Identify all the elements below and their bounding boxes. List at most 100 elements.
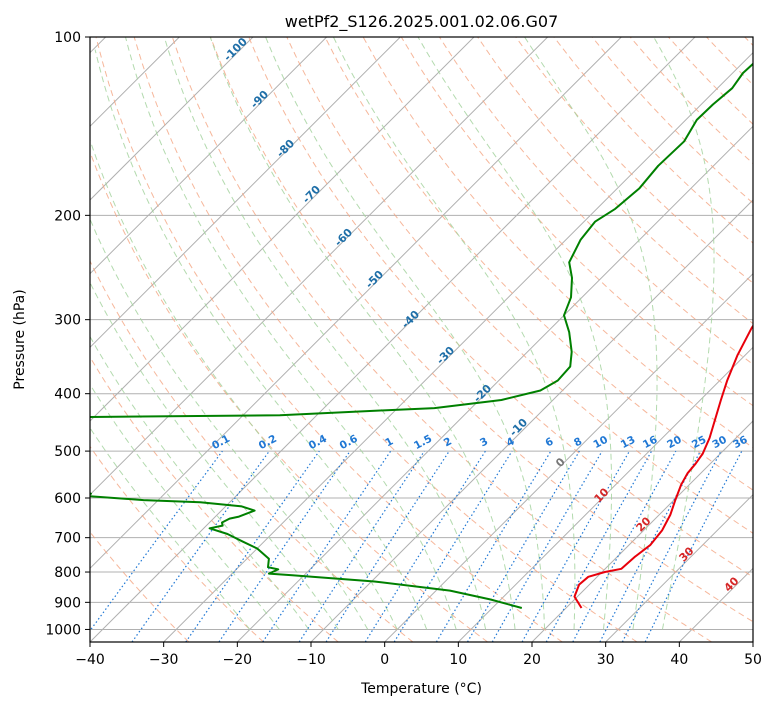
moist-adiabat-line [90, 138, 398, 630]
dry-adiabat-line [210, 37, 753, 623]
moist-adiabat-line [90, 383, 280, 630]
isotherm-line [90, 37, 254, 201]
isotherm-line [163, 51, 753, 642]
x-axis-ticks: −40 −30 −20 −10 0 10 20 30 40 50 [75, 642, 762, 668]
mixing-ratio-line [185, 450, 320, 642]
mixing-ratio-line [364, 450, 486, 642]
moist-adiabat-line [209, 37, 516, 630]
dry-adiabat-line [324, 37, 753, 491]
mixing-ratio-line [298, 450, 425, 642]
dry-adiabat-label: -60 [332, 226, 355, 249]
mixing-ratio-label: 0.2 [257, 433, 279, 452]
moist-adiabat-line [332, 37, 576, 630]
mixing-ratio-label: 6 [543, 435, 555, 449]
isotherm-line [90, 37, 328, 275]
mixing-ratio-label: 16 [641, 434, 660, 451]
dry-adiabat-line [90, 445, 264, 642]
moist-adiabat-line [94, 49, 428, 630]
dry-adiabat-line [248, 37, 753, 578]
y-tick-label: 300 [54, 313, 81, 329]
isotherm-line [384, 272, 753, 642]
dry-adiabat-label: 40 [722, 574, 742, 594]
moist-adiabat-line [524, 37, 658, 630]
mixing-ratio-label: 36 [731, 434, 750, 451]
mixing-ratio-line [262, 450, 392, 642]
isotherm-line [605, 493, 753, 642]
mixing-ratio-line [545, 450, 653, 642]
dry-adiabat-line [95, 37, 563, 642]
isotherm-line [90, 37, 475, 422]
mixing-ratio-lines [90, 450, 743, 642]
y-tick-label: 100 [54, 30, 81, 46]
dry-adiabat-label: 20 [634, 514, 654, 534]
dry-adiabat-label: -30 [434, 344, 457, 367]
isotherm-lines [90, 37, 753, 642]
dry-adiabat-label: -80 [274, 137, 297, 160]
isotherm-line [90, 37, 696, 642]
dry-adiabat-label: -40 [399, 308, 422, 331]
mixing-ratio-line [325, 450, 450, 642]
x-axis-label: Temperature (°C) [360, 681, 482, 697]
dry-adiabat-line [171, 37, 712, 642]
isotherm-line [90, 37, 549, 496]
isotherm-line [90, 37, 622, 570]
mixing-ratio-line [644, 450, 743, 642]
dry-adiabat-line [90, 356, 339, 642]
dry-adiabat-line [515, 37, 753, 284]
isotherm-line [90, 37, 401, 349]
mixing-ratio-label: 0.4 [307, 433, 329, 452]
y-tick-label: 400 [54, 387, 81, 403]
dry-adiabat-label: 30 [677, 544, 697, 564]
dry-adiabat-line [90, 150, 488, 642]
y-tick-label: 900 [54, 595, 81, 611]
x-tick-label: −30 [149, 652, 179, 668]
mixing-ratio-label: 13 [619, 434, 638, 451]
dry-adiabat-label: 0 [553, 455, 568, 470]
moist-adiabat-line [90, 335, 310, 630]
moist-adiabat-line [90, 281, 339, 630]
isotherm-line [457, 346, 753, 642]
mixing-ratio-line [572, 450, 677, 642]
mixing-ratio-line [90, 450, 223, 632]
dry-adiabat-label: -100 [221, 35, 250, 64]
moist-adiabat-line [265, 37, 546, 630]
moist-adiabat-line [417, 37, 612, 630]
moist-adiabat-line [90, 427, 251, 630]
isotherm-line [310, 199, 753, 642]
y-tick-label: 800 [54, 565, 81, 581]
dry-adiabat-line [744, 37, 753, 47]
x-tick-label: −20 [223, 652, 253, 668]
mixing-ratio-line [218, 450, 351, 642]
mixing-ratio-label: 8 [572, 435, 584, 449]
x-tick-label: 0 [380, 652, 389, 668]
moist-adiabat-lines [90, 37, 715, 630]
mixing-ratio-line [435, 450, 552, 642]
dewpoint-profile-line [90, 62, 753, 609]
dry-adiabat-line [90, 531, 190, 642]
mixing-ratio-label: 3 [478, 435, 490, 449]
profile-series [90, 62, 753, 609]
dry-adiabat-line [90, 259, 414, 642]
dry-adiabat-label: -50 [363, 268, 386, 291]
isotherm-line [752, 641, 753, 642]
mixing-ratio-label: 0.1 [210, 433, 232, 452]
dry-adiabat-line [286, 37, 753, 534]
dry-adiabat-line [133, 37, 638, 642]
plot-area: -100-90-80-70-60-50-40-30-20-10010203040… [90, 35, 753, 642]
y-axis-ticks: 100 200 300 400 500 600 700 800 900 1000 [45, 30, 90, 638]
dry-adiabat-line [706, 37, 753, 86]
x-tick-label: 10 [449, 652, 467, 668]
y-axis-label: Pressure (hPa) [12, 289, 28, 389]
temperature-profile-line [573, 324, 753, 609]
moist-adiabat-line [653, 37, 715, 630]
x-tick-label: −10 [296, 652, 326, 668]
moist-adiabat-line [90, 217, 369, 630]
moist-adiabat-line [125, 37, 457, 630]
x-tick-label: 50 [744, 652, 762, 668]
mixing-ratio-line [131, 450, 270, 642]
mixing-ratio-label: 1 [383, 435, 395, 449]
x-tick-label: 30 [597, 652, 615, 668]
mixing-ratio-line [393, 450, 513, 642]
mixing-ratio-label: 20 [665, 434, 684, 451]
